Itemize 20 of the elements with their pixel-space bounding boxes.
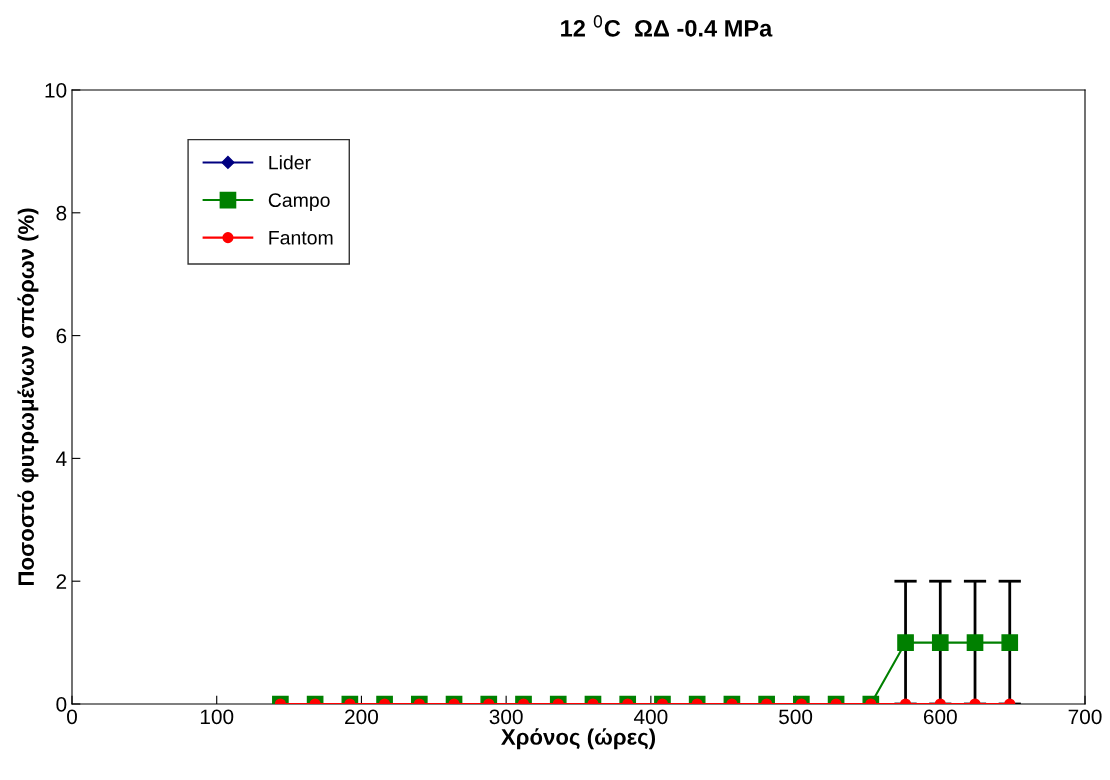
- x-tick-label: 700: [1068, 709, 1102, 725]
- y-axis-title: Ποσοστό φυτρωμένων σπόρων (%): [17, 208, 39, 586]
- legend-label: Campo: [268, 193, 330, 211]
- x-tick-label: 300: [489, 709, 523, 725]
- x-tick-label: 200: [345, 709, 378, 725]
- x-tick-label: 100: [200, 709, 234, 725]
- legend-label: Lider: [269, 155, 311, 170]
- x-axis-title: Χρόνος (ώρες): [501, 728, 656, 750]
- x-tick-label: 600: [923, 709, 957, 725]
- y-tick-label: 8: [56, 205, 67, 221]
- y-tick-label: 4: [56, 451, 67, 466]
- y-tick-label: 6: [56, 328, 67, 344]
- legend-label: Fantom: [269, 231, 333, 245]
- y-tick-label: 0: [56, 697, 67, 712]
- x-tick-label: 400: [633, 709, 668, 725]
- chart-title: 12 $^{0}$C ΩΔ -0.4 MPa: [561, 15, 773, 37]
- x-tick-label: 0: [67, 709, 77, 725]
- y-tick-label: 10: [45, 83, 67, 98]
- y-tick-label: 2: [56, 574, 67, 589]
- x-tick-label: 500: [779, 709, 813, 725]
